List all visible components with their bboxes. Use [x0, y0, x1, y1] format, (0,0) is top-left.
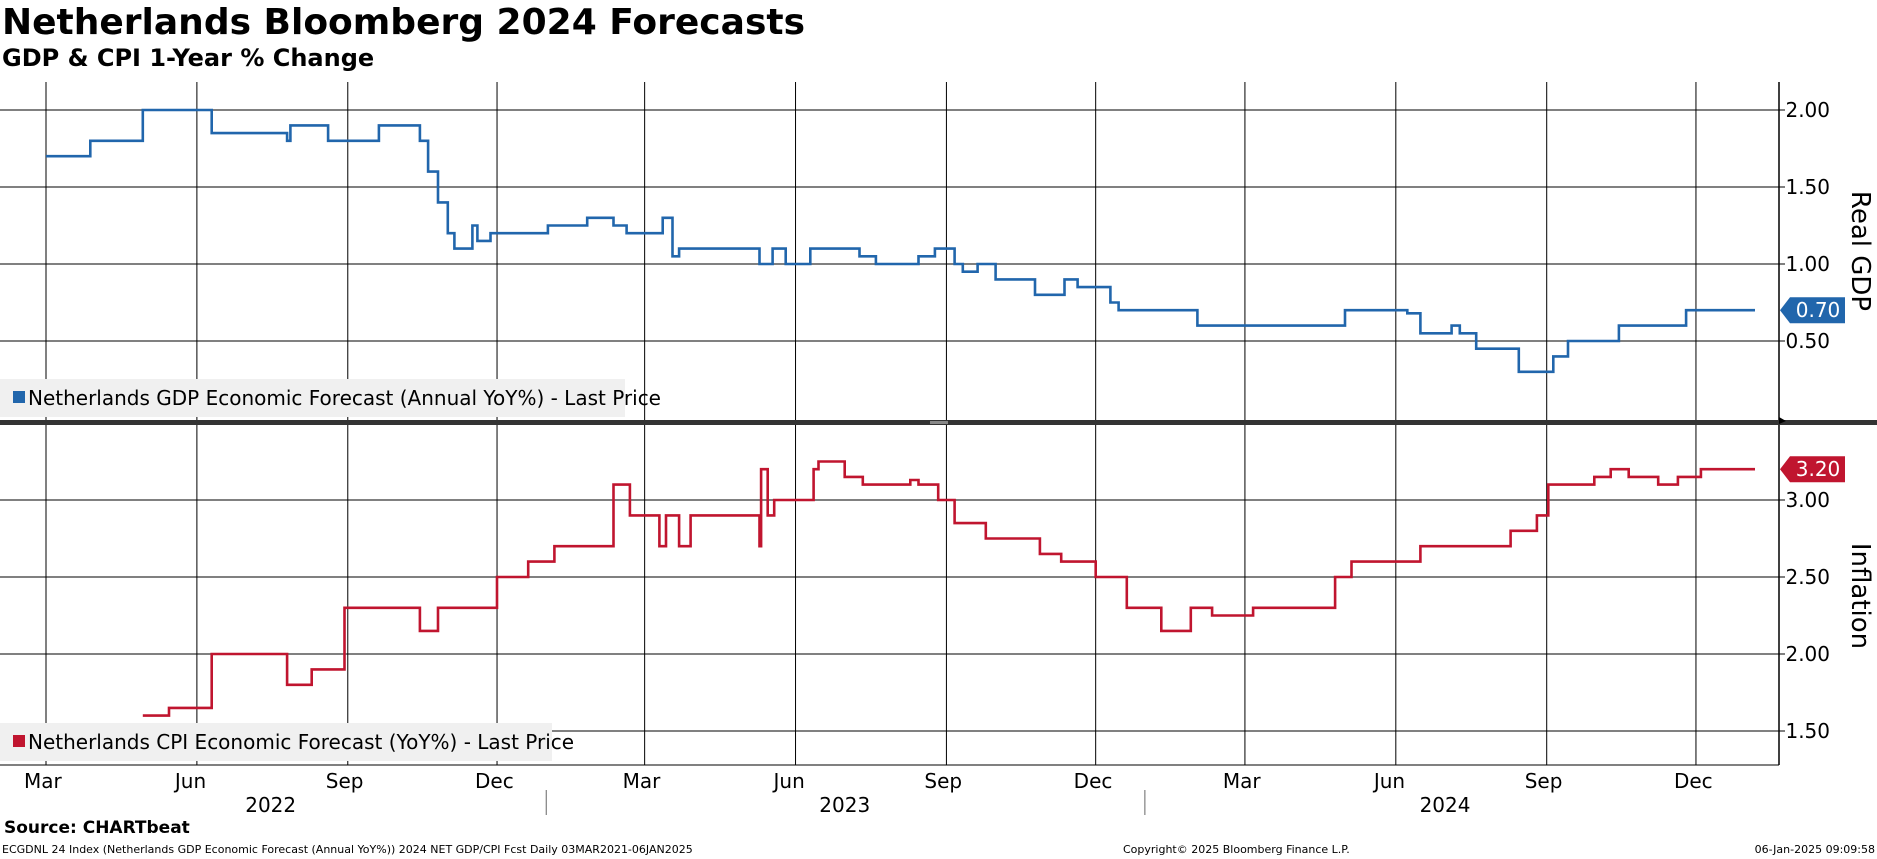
timestamp: 06-Jan-2025 09:09:58	[1754, 843, 1875, 856]
bottom-series-line	[142, 460, 1755, 717]
source-label: Source: CHARTbeat	[4, 818, 190, 838]
x-tick-label-2: Sep	[326, 769, 364, 793]
bottom-last-value-badge	[1780, 456, 1845, 483]
chart-description: ECGDNL 24 Index (Netherlands GDP Economi…	[2, 843, 693, 856]
top-y-tick-label-0: 2.00	[1785, 98, 1830, 122]
bottom-last-value-label: 3.20	[1796, 457, 1841, 481]
x-year-label-2: 2024	[1420, 793, 1471, 817]
bottom-legend-swatch	[13, 735, 25, 747]
x-tick-label-3: Dec	[475, 769, 514, 793]
top-series-line	[46, 108, 1755, 374]
x-tick-label-0: Mar	[24, 769, 63, 793]
bottom-y-tick-label-2: 2.00	[1785, 642, 1830, 666]
bottom-legend-box	[0, 723, 552, 761]
top-axis-title: Real GDP	[1845, 191, 1875, 311]
bottom-y-tick-label-3: 1.50	[1785, 719, 1830, 743]
copyright-notice: Copyright© 2025 Bloomberg Finance L.P.	[1123, 843, 1350, 856]
top-last-value-badge	[1780, 297, 1845, 324]
bottom-legend-label: Netherlands CPI Economic Forecast (YoY%)…	[28, 730, 574, 754]
top-legend-box	[0, 379, 625, 417]
x-tick-label-5: Jun	[772, 769, 805, 793]
bottom-axis-title: Inflation	[1845, 543, 1875, 649]
top-y-tick-label-2: 1.00	[1785, 252, 1830, 276]
panel-divider-handle[interactable]	[930, 421, 948, 424]
x-tick-label-6: Sep	[924, 769, 962, 793]
x-tick-label-1: Jun	[173, 769, 206, 793]
x-tick-label-7: Dec	[1074, 769, 1113, 793]
x-tick-label-9: Jun	[1372, 769, 1405, 793]
bottom-y-tick-label-0: 3.00	[1785, 488, 1830, 512]
x-year-label-1: 2023	[819, 793, 870, 817]
page-subtitle: GDP & CPI 1-Year % Change	[2, 44, 375, 72]
x-year-label-0: 2022	[245, 793, 296, 817]
x-tick-label-4: Mar	[623, 769, 662, 793]
top-y-tick-label-1: 1.50	[1785, 175, 1830, 199]
page-title: Netherlands Bloomberg 2024 Forecasts	[2, 2, 806, 43]
top-last-value-label: 0.70	[1796, 298, 1841, 322]
top-legend-swatch	[13, 391, 25, 403]
x-tick-label-10: Sep	[1525, 769, 1563, 793]
x-tick-label-8: Mar	[1223, 769, 1262, 793]
top-legend-label: Netherlands GDP Economic Forecast (Annua…	[28, 386, 661, 410]
top-y-tick-label-3: 0.50	[1785, 329, 1830, 353]
bottom-y-tick-label-1: 2.50	[1785, 565, 1830, 589]
x-tick-label-11: Dec	[1674, 769, 1713, 793]
divider-arrow	[1779, 417, 1786, 424]
